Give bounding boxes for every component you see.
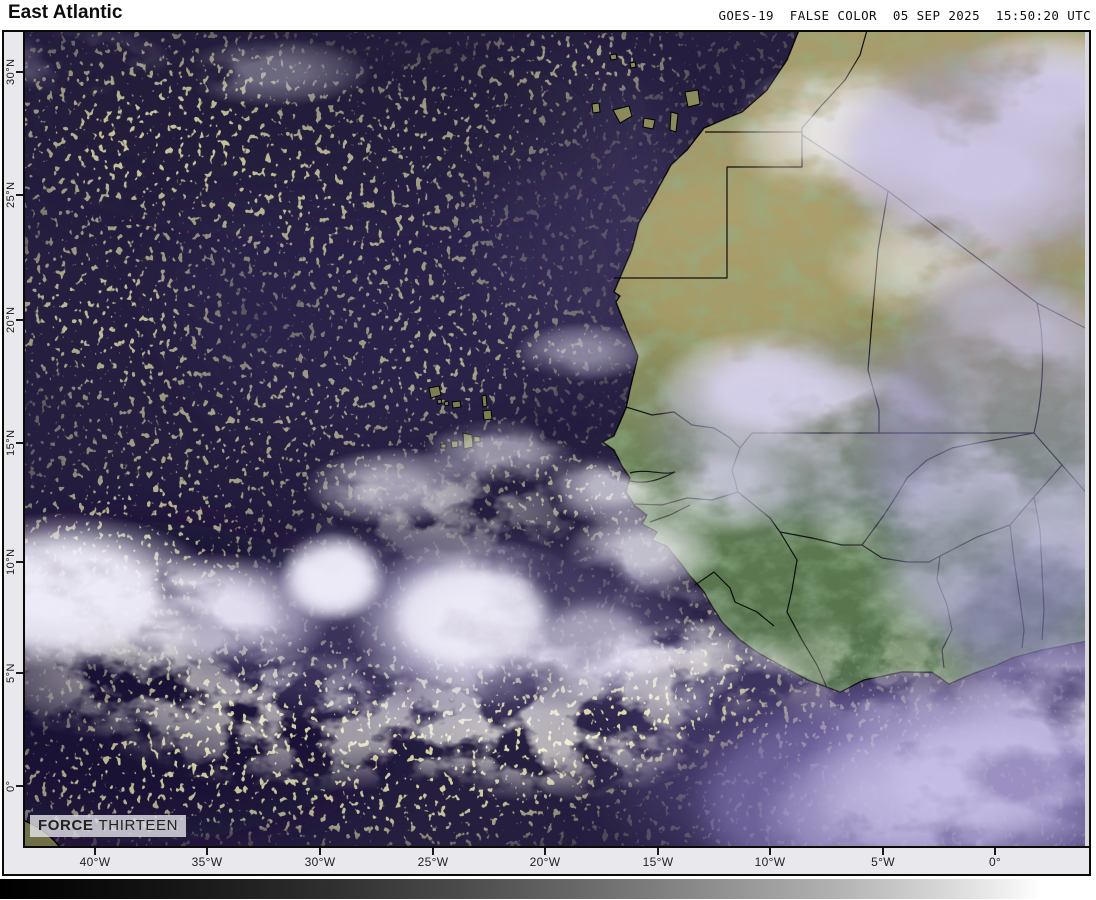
lat-tick xyxy=(16,785,23,787)
image-time: 15:50:20 UTC xyxy=(995,8,1091,23)
page-title: East Atlantic xyxy=(8,2,123,23)
lon-tick-label: 30°W xyxy=(304,855,336,869)
lon-tick xyxy=(432,848,434,855)
lon-tick-label: 40°W xyxy=(79,855,111,869)
image-date: 05 SEP 2025 xyxy=(892,8,981,23)
header: East Atlantic GOES-19 FALSE COLOR 05 SEP… xyxy=(0,0,1096,30)
lat-tick-label: 5°N xyxy=(5,663,17,683)
lon-tick-label: 35°W xyxy=(191,855,223,869)
lon-tick-label: 15°W xyxy=(642,855,674,869)
colorbar-wrap xyxy=(0,876,1096,900)
latitude-axis: 30°N 25°N 20°N 15°N 10°N 5°N 0° xyxy=(4,32,23,848)
lon-tick xyxy=(769,848,771,855)
lat-tick-label: 10°N xyxy=(5,548,17,576)
lon-tick-label: 10°W xyxy=(754,855,786,869)
lat-tick-label: 15°N xyxy=(5,429,17,457)
lat-tick-label: 30°N xyxy=(5,58,17,86)
satellite-image: FORCE THIRTEEN xyxy=(23,32,1089,848)
satellite-render xyxy=(23,32,1089,848)
bright-cloud-cores xyxy=(23,354,1073,832)
lat-tick-label: 25°N xyxy=(5,181,17,209)
lat-tick xyxy=(16,672,23,674)
lon-tick-label: 0° xyxy=(988,855,1002,869)
map-frame: FORCE THIRTEEN 30°N 25°N 20°N 15°N 10°N 5°N 0° … xyxy=(2,30,1091,876)
lat-tick xyxy=(16,319,23,321)
lat-tick xyxy=(16,71,23,73)
lat-tick xyxy=(16,561,23,563)
lon-tick-label: 5°W xyxy=(871,855,895,869)
watermark-brand-regular: THIRTEEN xyxy=(98,817,179,834)
lat-tick xyxy=(16,194,23,196)
lat-tick-label: 0° xyxy=(5,780,17,792)
satellite-name: GOES-19 xyxy=(718,8,774,23)
product-name: FALSE COLOR xyxy=(789,8,877,23)
lat-tick xyxy=(16,442,23,444)
lon-tick-label: 20°W xyxy=(529,855,561,869)
lon-tick xyxy=(206,848,208,855)
lon-tick-label: 25°W xyxy=(417,855,449,869)
lon-tick xyxy=(94,848,96,855)
lon-tick xyxy=(994,848,996,855)
lon-tick xyxy=(319,848,321,855)
watermark-brand-bold: FORCE xyxy=(38,817,94,834)
axis-divider-vertical xyxy=(23,32,25,848)
lon-tick xyxy=(882,848,884,855)
image-right-edge xyxy=(1085,32,1089,848)
lon-tick xyxy=(544,848,546,855)
grayscale-colorbar xyxy=(0,879,1096,899)
lat-tick-label: 20°N xyxy=(5,306,17,334)
product-info: GOES-19 FALSE COLOR 05 SEP 2025 15:50:20… xyxy=(718,8,1091,23)
axis-divider-horizontal xyxy=(23,846,1089,848)
watermark: FORCE THIRTEEN xyxy=(30,815,187,837)
longitude-axis: 40°W 35°W 30°W 25°W 20°W 15°W 10°W 5°W 0° xyxy=(4,848,1089,874)
lon-tick xyxy=(657,848,659,855)
